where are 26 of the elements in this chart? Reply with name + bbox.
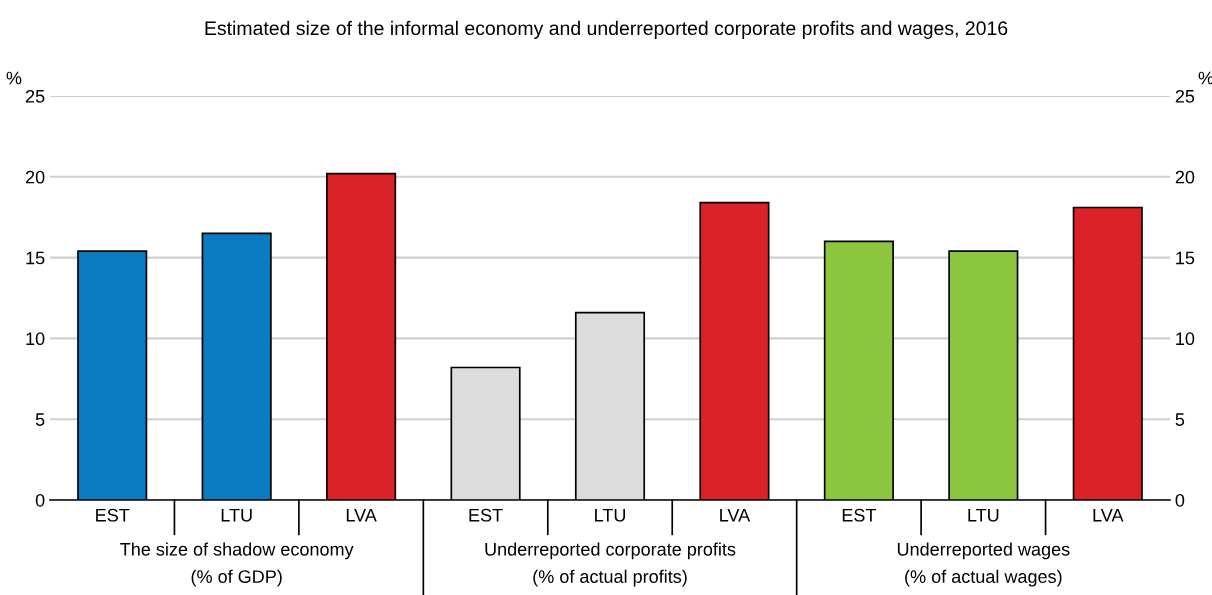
- x-tick-label: LTU: [968, 509, 999, 522]
- y2-tick-label: 25: [1175, 89, 1195, 103]
- x-tick-label: LVA: [1093, 509, 1124, 522]
- text: Underreported wages (% of actual wages): [897, 542, 1070, 587]
- y2-tick-label: 5: [1175, 413, 1185, 426]
- x-tick-label: EST: [469, 508, 503, 522]
- y-tick-label: 15: [26, 251, 45, 265]
- y2-tick-label: 20: [1175, 170, 1195, 184]
- y-tick-label: 25: [25, 89, 45, 103]
- y2-tick-label: 10: [1176, 332, 1195, 346]
- x-tick-label: LVA: [346, 509, 377, 522]
- y-tick-label: 5: [35, 413, 45, 426]
- x-tick-label: LTU: [595, 509, 625, 522]
- x-tick-label: EST: [96, 508, 130, 522]
- y-tick-label: 20: [25, 170, 45, 184]
- chart-title: Estimated size of the informal economy and underreported corporate profits and wages, 2016: [205, 20, 1008, 39]
- y-tick-label: 10: [26, 332, 45, 346]
- x-tick-label: LVA: [720, 509, 751, 522]
- y2-tick-label: 15: [1176, 251, 1195, 265]
- y-axis-title: %: [6, 71, 22, 85]
- x-tick-label: LTU: [221, 509, 252, 522]
- y2-tick-label: 0: [1175, 493, 1185, 507]
- text: The size of shadow economy (% of GDP): [120, 542, 354, 587]
- x-tick-label: EST: [842, 508, 877, 522]
- y-tick-label: 0: [35, 493, 45, 507]
- text: Underreported corporate profits (% of actual profits): [485, 542, 736, 587]
